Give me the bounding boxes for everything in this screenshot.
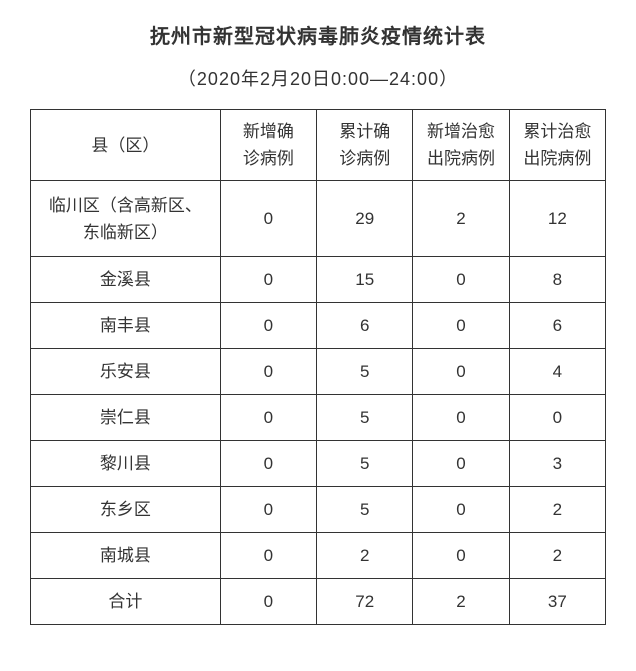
cell-new-confirmed: 0 [220, 181, 316, 257]
cell-new-confirmed: 0 [220, 257, 316, 303]
cell-new-confirmed: 0 [220, 533, 316, 579]
cell-total-confirmed: 6 [317, 303, 413, 349]
cell-total-cured: 37 [509, 579, 605, 625]
col-header-total-cured: 累计治愈 出院病例 [509, 110, 605, 181]
cell-total-confirmed: 5 [317, 349, 413, 395]
cell-region: 黎川县 [31, 441, 221, 487]
cell-new-confirmed: 0 [220, 579, 316, 625]
page-title: 抚州市新型冠状病毒肺炎疫情统计表 [30, 20, 606, 49]
cell-new-cured: 2 [413, 181, 509, 257]
cell-new-confirmed: 0 [220, 487, 316, 533]
cell-total-confirmed: 5 [317, 395, 413, 441]
page-subtitle: （2020年2月20日0:00—24:00） [30, 65, 606, 91]
table-row: 南丰县0606 [31, 303, 606, 349]
cell-new-confirmed: 0 [220, 349, 316, 395]
table-row: 南城县0202 [31, 533, 606, 579]
cell-region: 南城县 [31, 533, 221, 579]
cell-total-confirmed: 72 [317, 579, 413, 625]
table-header-row: 县（区） 新增确 诊病例 累计确 诊病例 新增治愈 出院病例 累计治愈 出院病例 [31, 110, 606, 181]
table-row: 黎川县0503 [31, 441, 606, 487]
table-row: 崇仁县0500 [31, 395, 606, 441]
cell-new-confirmed: 0 [220, 395, 316, 441]
table-row: 临川区（含高新区、东临新区）029212 [31, 181, 606, 257]
col-header-line: 新增治愈 [427, 122, 495, 141]
table-row: 乐安县0504 [31, 349, 606, 395]
table-row: 合计072237 [31, 579, 606, 625]
cell-region: 南丰县 [31, 303, 221, 349]
cell-region: 金溪县 [31, 257, 221, 303]
col-header-line: 出院病例 [427, 149, 495, 168]
col-header-region: 县（区） [31, 110, 221, 181]
cell-total-cured: 2 [509, 487, 605, 533]
cell-total-confirmed: 29 [317, 181, 413, 257]
col-header-line: 诊病例 [243, 149, 294, 168]
table-body: 临川区（含高新区、东临新区）029212金溪县01508南丰县0606乐安县05… [31, 181, 606, 625]
cell-new-cured: 0 [413, 487, 509, 533]
cell-total-confirmed: 5 [317, 441, 413, 487]
col-header-line: 诊病例 [339, 149, 390, 168]
cell-region: 乐安县 [31, 349, 221, 395]
cell-new-cured: 0 [413, 533, 509, 579]
table-row: 金溪县01508 [31, 257, 606, 303]
cell-total-cured: 0 [509, 395, 605, 441]
cell-total-cured: 2 [509, 533, 605, 579]
cell-total-cured: 8 [509, 257, 605, 303]
cell-new-confirmed: 0 [220, 441, 316, 487]
cell-total-cured: 3 [509, 441, 605, 487]
col-header-line: 新增确 [243, 122, 294, 141]
cell-region: 合计 [31, 579, 221, 625]
stats-table: 县（区） 新增确 诊病例 累计确 诊病例 新增治愈 出院病例 累计治愈 出院病例… [30, 109, 606, 625]
cell-region-line: 临川区（含高新区、 [49, 196, 202, 215]
col-header-new-confirmed: 新增确 诊病例 [220, 110, 316, 181]
col-header-line: 累计治愈 [523, 122, 591, 141]
cell-total-confirmed: 15 [317, 257, 413, 303]
cell-total-confirmed: 5 [317, 487, 413, 533]
cell-region-line: 东临新区） [83, 223, 168, 242]
col-header-line: 出院病例 [523, 149, 591, 168]
cell-new-cured: 0 [413, 349, 509, 395]
cell-region: 临川区（含高新区、东临新区） [31, 181, 221, 257]
cell-region: 崇仁县 [31, 395, 221, 441]
cell-total-cured: 12 [509, 181, 605, 257]
col-header-total-confirmed: 累计确 诊病例 [317, 110, 413, 181]
cell-new-cured: 0 [413, 303, 509, 349]
col-header-new-cured: 新增治愈 出院病例 [413, 110, 509, 181]
table-row: 东乡区0502 [31, 487, 606, 533]
cell-region: 东乡区 [31, 487, 221, 533]
cell-new-cured: 2 [413, 579, 509, 625]
cell-total-cured: 6 [509, 303, 605, 349]
cell-total-cured: 4 [509, 349, 605, 395]
cell-new-cured: 0 [413, 257, 509, 303]
col-header-line: 累计确 [339, 122, 390, 141]
cell-new-cured: 0 [413, 395, 509, 441]
cell-new-cured: 0 [413, 441, 509, 487]
cell-new-confirmed: 0 [220, 303, 316, 349]
cell-total-confirmed: 2 [317, 533, 413, 579]
